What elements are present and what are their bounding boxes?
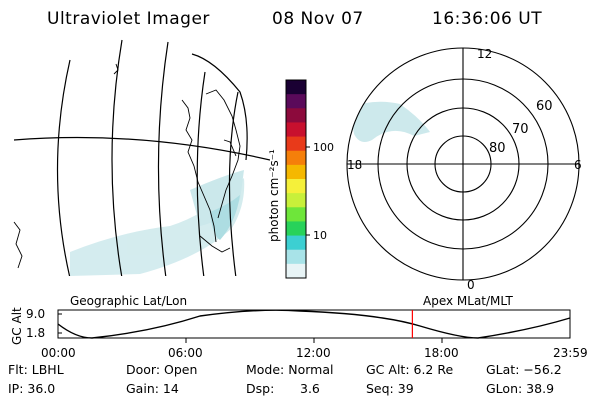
polar-lat-60: 60: [536, 99, 553, 114]
colorbar: 100 10 photon cm⁻²s⁻¹: [267, 79, 334, 279]
altitude-ylabel: GC Alt: [10, 307, 24, 345]
colorbar-segment: [286, 193, 306, 208]
status-glon: GLon: 38.9: [486, 381, 555, 396]
status-gc-alt: GC Alt: 6.2 Re: [366, 362, 454, 377]
polar-lat-80: 80: [489, 141, 506, 156]
colorbar-segment: [286, 221, 306, 237]
polar-label-6: 6: [574, 158, 582, 172]
altitude-ytick-9: 9.0: [26, 307, 45, 321]
status-dsp-label: Dsp:: [246, 381, 275, 396]
map-label-apex: Apex MLat/MLT: [423, 294, 513, 308]
status-door: Door: Open: [126, 362, 198, 377]
altitude-xtick-0: 00:00: [41, 346, 76, 360]
altitude-plot: Geographic Lat/Lon Apex MLat/MLT 9.0 1.8…: [10, 294, 588, 360]
polar-label-0: 0: [467, 278, 475, 292]
status-gain: Gain: 14: [126, 381, 179, 396]
status-glat: GLat: −56.2: [486, 362, 562, 377]
status-dsp-value: 3.6: [300, 381, 320, 396]
status-flt: Flt: LBHL: [8, 362, 64, 377]
altitude-xtick-2: 12:00: [296, 346, 331, 360]
instrument-title: Ultraviolet Imager: [47, 9, 210, 29]
latitude-line: [13, 136, 270, 161]
status-seq: Seq: 39: [366, 381, 414, 396]
altitude-ytick-1: 1.8: [26, 326, 45, 340]
map-label-geographic: Geographic Lat/Lon: [70, 294, 187, 308]
polar-label-18: 18: [347, 158, 362, 172]
status-ip: IP: 36.0: [8, 381, 56, 396]
altitude-xtick-1: 06:00: [168, 346, 203, 360]
colorbar-segment: [286, 136, 306, 152]
polar-plot: 12 18 6 0 60 70 80: [346, 47, 582, 292]
colorbar-segment: [286, 164, 306, 180]
status-mode: Mode: Normal: [246, 362, 334, 377]
colorbar-frame: [285, 79, 307, 279]
colorbar-segment: [286, 207, 306, 222]
colorbar-segment: [286, 94, 306, 109]
polar-aurora: [350, 101, 430, 142]
colorbar-tick-10: 10: [313, 229, 327, 242]
altitude-frame: [57, 309, 571, 339]
polar-lat-70: 70: [512, 122, 529, 137]
polar-label-12: 12: [477, 47, 492, 61]
colorbar-segment: [286, 108, 306, 123]
aurora-emission: [70, 170, 245, 276]
colorbar-label: photon cm⁻²s⁻¹: [267, 149, 281, 242]
geographic-map: [13, 39, 270, 276]
time-label: 16:36:06 UT: [432, 9, 543, 29]
coastlines: [13, 63, 241, 269]
colorbar-segment: [286, 263, 306, 279]
colorbar-segment: [286, 235, 306, 251]
date-label: 08 Nov 07: [272, 9, 364, 29]
colorbar-tick-100: 100: [313, 141, 334, 154]
altitude-xtick-3: 18:00: [424, 346, 459, 360]
colorbar-segment: [286, 150, 306, 166]
colorbar-segment: [286, 179, 306, 194]
altitude-xtick-4: 23:59: [553, 346, 588, 360]
colorbar-segment: [286, 122, 306, 138]
colorbar-segment: [286, 249, 306, 265]
altitude-curve: [57, 309, 571, 339]
colorbar-segment: [286, 80, 306, 95]
